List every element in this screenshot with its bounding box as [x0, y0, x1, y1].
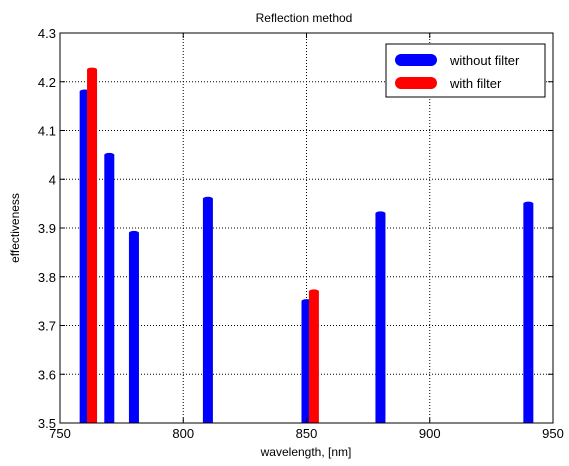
legend: without filter with filter [385, 43, 546, 98]
y-tick-label: 3.5 [38, 416, 56, 431]
y-tick-label: 3.7 [38, 319, 56, 334]
legend-label: without filter [449, 53, 520, 68]
y-tick-label: 3.9 [38, 221, 56, 236]
y-tick-label: 3.8 [38, 270, 56, 285]
bars-group [79, 67, 534, 423]
bar-cap-with-filter [308, 289, 319, 294]
y-tick-label: 4.2 [38, 75, 56, 90]
legend-swatch [395, 77, 437, 89]
bar-cap-with-filter [87, 67, 98, 72]
y-tick-label: 4.1 [38, 124, 56, 139]
x-tick-label: 900 [419, 426, 441, 441]
bar-without-filter [79, 91, 90, 423]
bar-without-filter [375, 213, 386, 423]
x-tick-label: 800 [172, 426, 194, 441]
bar-cap-without-filter [128, 230, 139, 235]
bar-cap-without-filter [523, 201, 534, 206]
bar-cap-without-filter [104, 152, 115, 157]
y-tick-label: 3.6 [38, 367, 56, 382]
bar-without-filter [301, 301, 312, 423]
legend-label: with filter [449, 76, 502, 91]
chart-title: Reflection method [256, 11, 353, 25]
x-tick-label: 950 [542, 426, 564, 441]
y-tick-label: 4.3 [38, 26, 56, 41]
x-tick-label: 850 [296, 426, 318, 441]
legend-swatch [395, 54, 437, 66]
ticks-group: 750 800 850 900 950 3.5 3.6 3.7 3.8 3.9 4 4.1 4.2 4.3 [38, 26, 564, 441]
x-axis-title: wavelength, [nm] [260, 445, 352, 459]
bar-cap-without-filter [202, 196, 213, 201]
bar-without-filter [128, 232, 139, 423]
bar-cap-without-filter [375, 211, 386, 216]
bar-with-filter [87, 69, 98, 423]
bar-without-filter [104, 154, 115, 423]
bar-without-filter [202, 198, 213, 423]
bar-without-filter [523, 203, 534, 423]
y-tick-label: 4 [49, 172, 56, 187]
x-tick-label: 750 [49, 426, 71, 441]
bar-with-filter [308, 291, 319, 423]
y-axis-title: effectiveness [8, 193, 22, 263]
